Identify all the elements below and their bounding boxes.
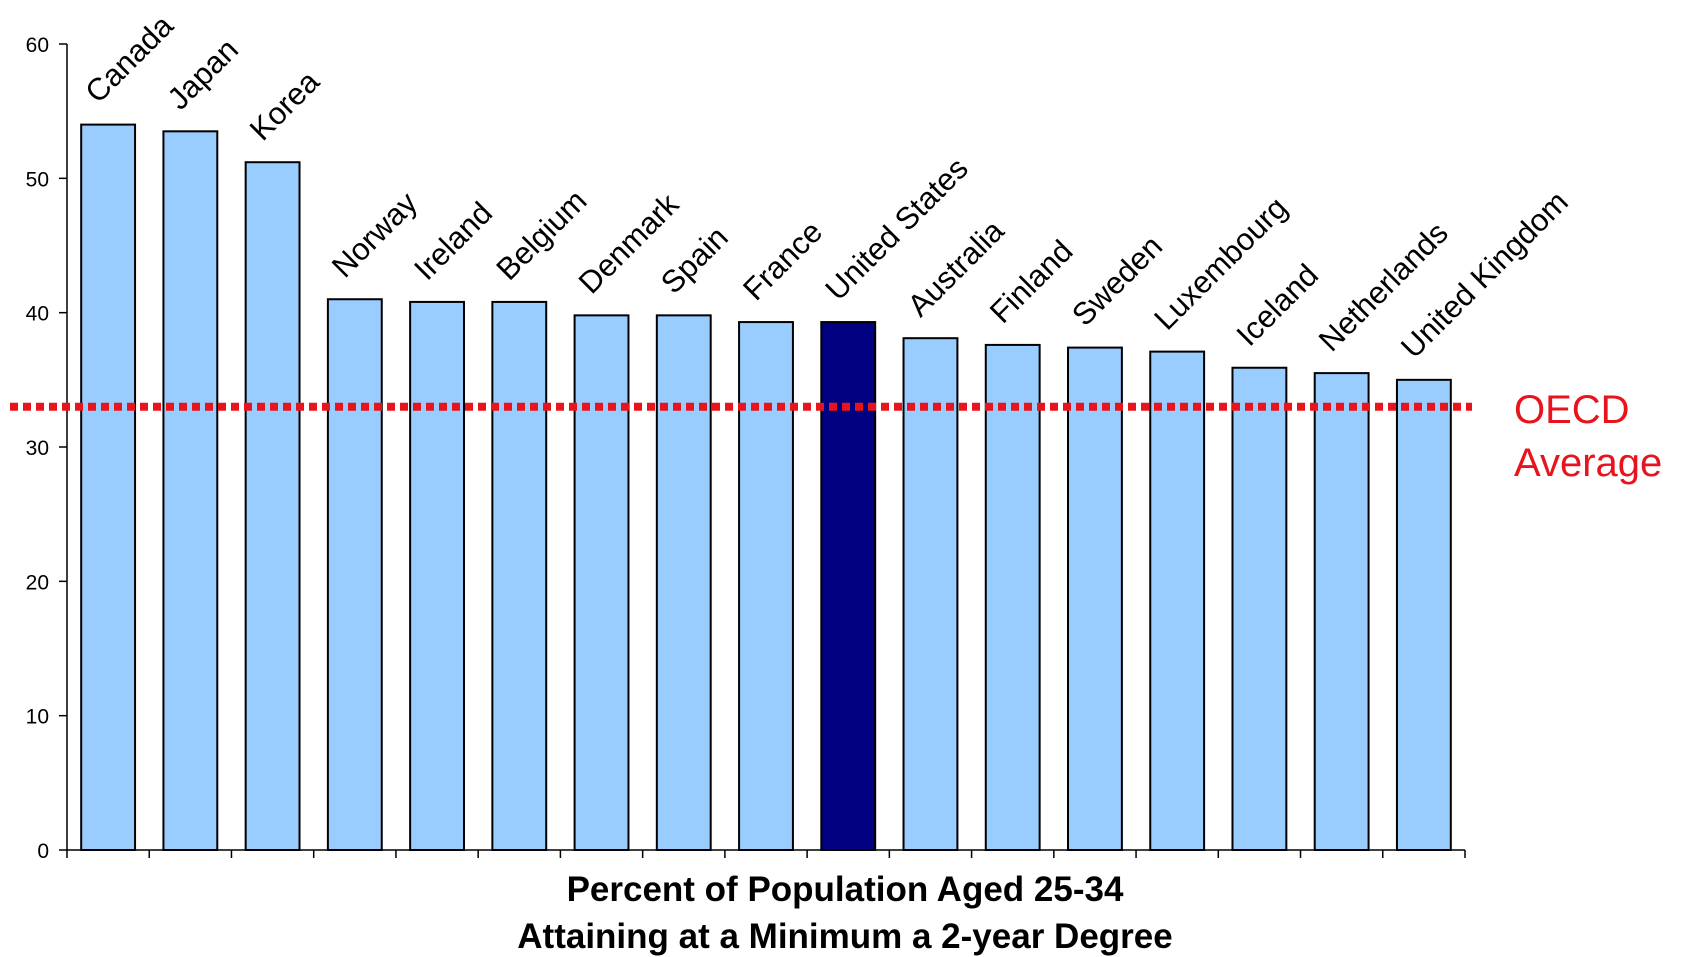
y-tick-label: 40: [26, 303, 49, 326]
bar-netherlands: [1313, 372, 1370, 851]
category-labels: CanadaJapanKoreaNorwayIrelandBelgiumDenm…: [78, 7, 1574, 364]
y-tick-label: 50: [26, 168, 49, 191]
bar-korea: [244, 161, 301, 852]
category-label: France: [736, 214, 829, 307]
bar-australia: [902, 337, 959, 851]
oecd-average-label-line-1: OECD: [1514, 388, 1630, 432]
category-label: Korea: [243, 63, 327, 147]
bar-sweden: [1067, 346, 1123, 851]
bar-france: [738, 321, 794, 851]
oecd-average-label-line-2: Average: [1514, 441, 1662, 485]
category-label: Japan: [161, 32, 245, 116]
x-axis-title-line-2: Attaining at a Minimum a 2-year Degree: [517, 917, 1172, 956]
bar-luxembourg: [1149, 350, 1206, 851]
y-tick-label: 20: [26, 571, 49, 594]
x-axis-title-line-1: Percent of Population Aged 25-34: [567, 870, 1124, 909]
y-tick-label: 60: [26, 34, 49, 57]
y-tick-label: 10: [26, 706, 49, 729]
y-tick-label: 0: [37, 840, 49, 863]
y-axis: 0 10 20 30 40 50 60: [26, 34, 68, 863]
category-label: Norway: [325, 185, 424, 284]
bar-iceland: [1231, 366, 1288, 851]
bar-united-states: [820, 321, 877, 851]
x-axis: [66, 849, 1466, 858]
bar-finland: [984, 343, 1041, 851]
bar-japan: [162, 130, 219, 852]
bar-belgium: [491, 300, 548, 852]
bar-norway: [326, 298, 383, 851]
category-label: Iceland: [1230, 257, 1325, 352]
bar-united-kingdom: [1395, 378, 1452, 851]
bar-ireland: [409, 300, 465, 852]
bar-denmark: [573, 314, 630, 851]
bars: [80, 123, 1452, 852]
bar-spain: [655, 314, 712, 851]
category-label: United Kingdom: [1394, 184, 1575, 365]
bar-canada: [80, 123, 137, 852]
y-tick-label: 30: [26, 437, 49, 460]
category-label: Spain: [654, 219, 735, 300]
